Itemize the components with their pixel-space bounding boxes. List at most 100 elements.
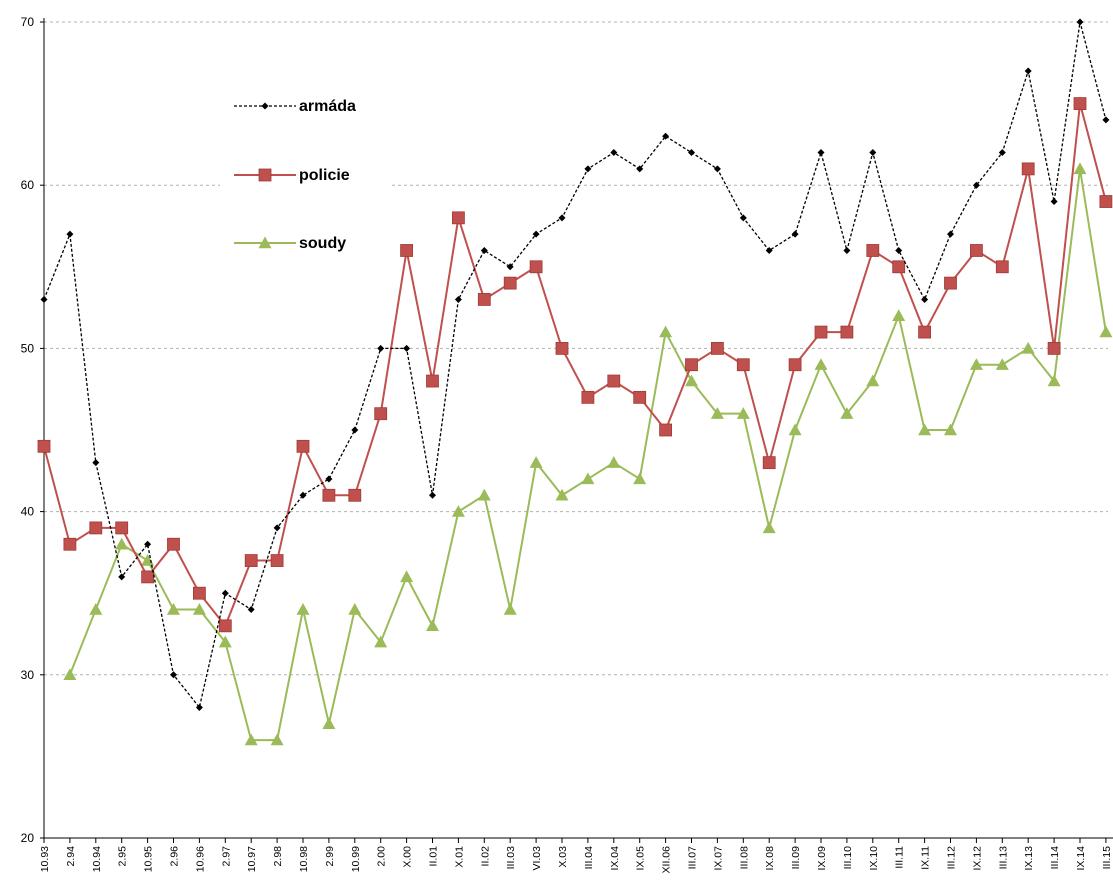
legend-label-armáda: armáda (299, 98, 356, 115)
legend-label-soudy: soudy (299, 235, 346, 252)
data-point-soudy (710, 407, 724, 419)
data-point-soudy (840, 407, 854, 419)
data-point-soudy (192, 603, 206, 615)
data-point-soudy (892, 309, 906, 321)
data-point-armáda (299, 491, 307, 499)
x-tick-label: IX.11 (920, 846, 932, 870)
x-tick-label: III.09 (790, 846, 802, 870)
data-point-soudy (866, 374, 880, 387)
data-point-armáda (144, 540, 152, 548)
data-point-soudy (1073, 162, 1087, 175)
x-tick-label: III.07 (687, 846, 699, 870)
data-point-armáda (584, 165, 592, 173)
data-point-policie (1021, 162, 1035, 176)
data-point-policie (581, 390, 595, 404)
data-point-soudy (1021, 341, 1035, 354)
data-point-armáda (429, 491, 436, 499)
data-point-armáda (972, 181, 980, 189)
data-point-policie (451, 211, 465, 225)
data-point-soudy (659, 325, 673, 338)
data-point-policie (736, 358, 750, 372)
data-point-soudy (270, 733, 284, 746)
data-point-soudy (322, 717, 336, 729)
data-point-armáda (195, 703, 203, 711)
y-tick-label-20: 20 (21, 831, 35, 845)
data-point-soudy (555, 488, 569, 501)
data-point-armáda (403, 344, 411, 352)
data-point-policie (322, 488, 336, 502)
data-point-armáda (506, 263, 514, 271)
x-tick-label: 10.97 (246, 846, 258, 872)
x-tick-label: IX.07 (712, 846, 724, 871)
x-tick-label: III.11 (894, 846, 906, 869)
data-point-armáda (351, 426, 359, 434)
data-point-policie (503, 276, 517, 290)
x-tick-label: X.00 (402, 846, 414, 868)
data-point-policie (192, 586, 206, 600)
data-point-armáda (1102, 116, 1110, 124)
data-point-armáda (895, 246, 903, 254)
data-point-policie (348, 488, 362, 502)
x-tick-label: 10.99 (350, 846, 362, 872)
x-tick-label: 2.98 (272, 846, 284, 867)
data-point-soudy (63, 668, 77, 680)
data-point-armáda (532, 230, 540, 238)
data-point-policie (63, 537, 77, 551)
x-tick-label: III.10 (842, 846, 854, 870)
legend-label-policie: policie (299, 167, 350, 184)
data-point-policie (944, 276, 957, 290)
data-point-armáda (713, 165, 721, 173)
series-line-policie (43, 103, 1107, 628)
data-point-policie (762, 456, 776, 470)
x-tick-label: IX.14 (1075, 846, 1087, 871)
x-tick-label: III.12 (946, 846, 958, 870)
x-tick-label: III.15 (1101, 846, 1113, 870)
data-point-armáda (662, 132, 670, 140)
data-point-policie (115, 521, 129, 535)
series-line-armáda (43, 21, 1107, 709)
y-tick-label-50: 50 (21, 341, 35, 355)
data-point-policie (866, 244, 880, 257)
data-point-soudy (969, 358, 983, 370)
x-tick-label: IX.13 (1023, 846, 1035, 871)
data-point-armáda (325, 475, 333, 483)
data-point-armáda (1050, 198, 1058, 206)
x-tick-label: III.13 (997, 846, 1009, 870)
data-point-policie (400, 244, 414, 257)
data-point-soudy (115, 537, 129, 550)
x-tick-label: X.03 (557, 846, 569, 868)
data-point-soudy (762, 521, 776, 534)
data-point-armáda (921, 295, 929, 303)
data-point-soudy (633, 472, 647, 485)
data-point-armáda (40, 295, 48, 303)
legend-marker-armáda (261, 102, 269, 110)
data-point-armáda (273, 524, 281, 532)
data-point-soudy (788, 423, 802, 436)
series-policie (37, 97, 1113, 633)
x-tick-label: III.03 (505, 846, 517, 870)
data-point-soudy (995, 358, 1009, 370)
axes: 20 30 40 50 60 70 10.93 2.94 10.94 2.95 10.95 2.96 1… (21, 15, 1113, 873)
data-point-armáda (688, 149, 695, 157)
data-point-soudy (503, 603, 517, 615)
data-point-policie (995, 260, 1009, 274)
x-tick-label: 2.95 (117, 846, 129, 867)
x-tick-label: 2.94 (65, 846, 77, 867)
data-point-policie (685, 358, 698, 372)
data-point-armáda (869, 149, 877, 157)
data-point-soudy (736, 407, 750, 419)
data-point-armáda (377, 344, 385, 352)
data-point-armáda (454, 295, 462, 303)
data-point-armáda (843, 246, 851, 254)
data-point-armáda (66, 230, 74, 238)
data-point-armáda (92, 459, 100, 467)
data-point-soudy (141, 554, 155, 566)
data-point-soudy (918, 423, 932, 436)
data-point-policie (1073, 97, 1087, 110)
data-point-policie (89, 521, 103, 535)
data-point-armáda (480, 246, 488, 254)
data-point-policie (555, 341, 569, 355)
data-point-soudy (581, 472, 595, 485)
series-armáda (40, 18, 1110, 711)
